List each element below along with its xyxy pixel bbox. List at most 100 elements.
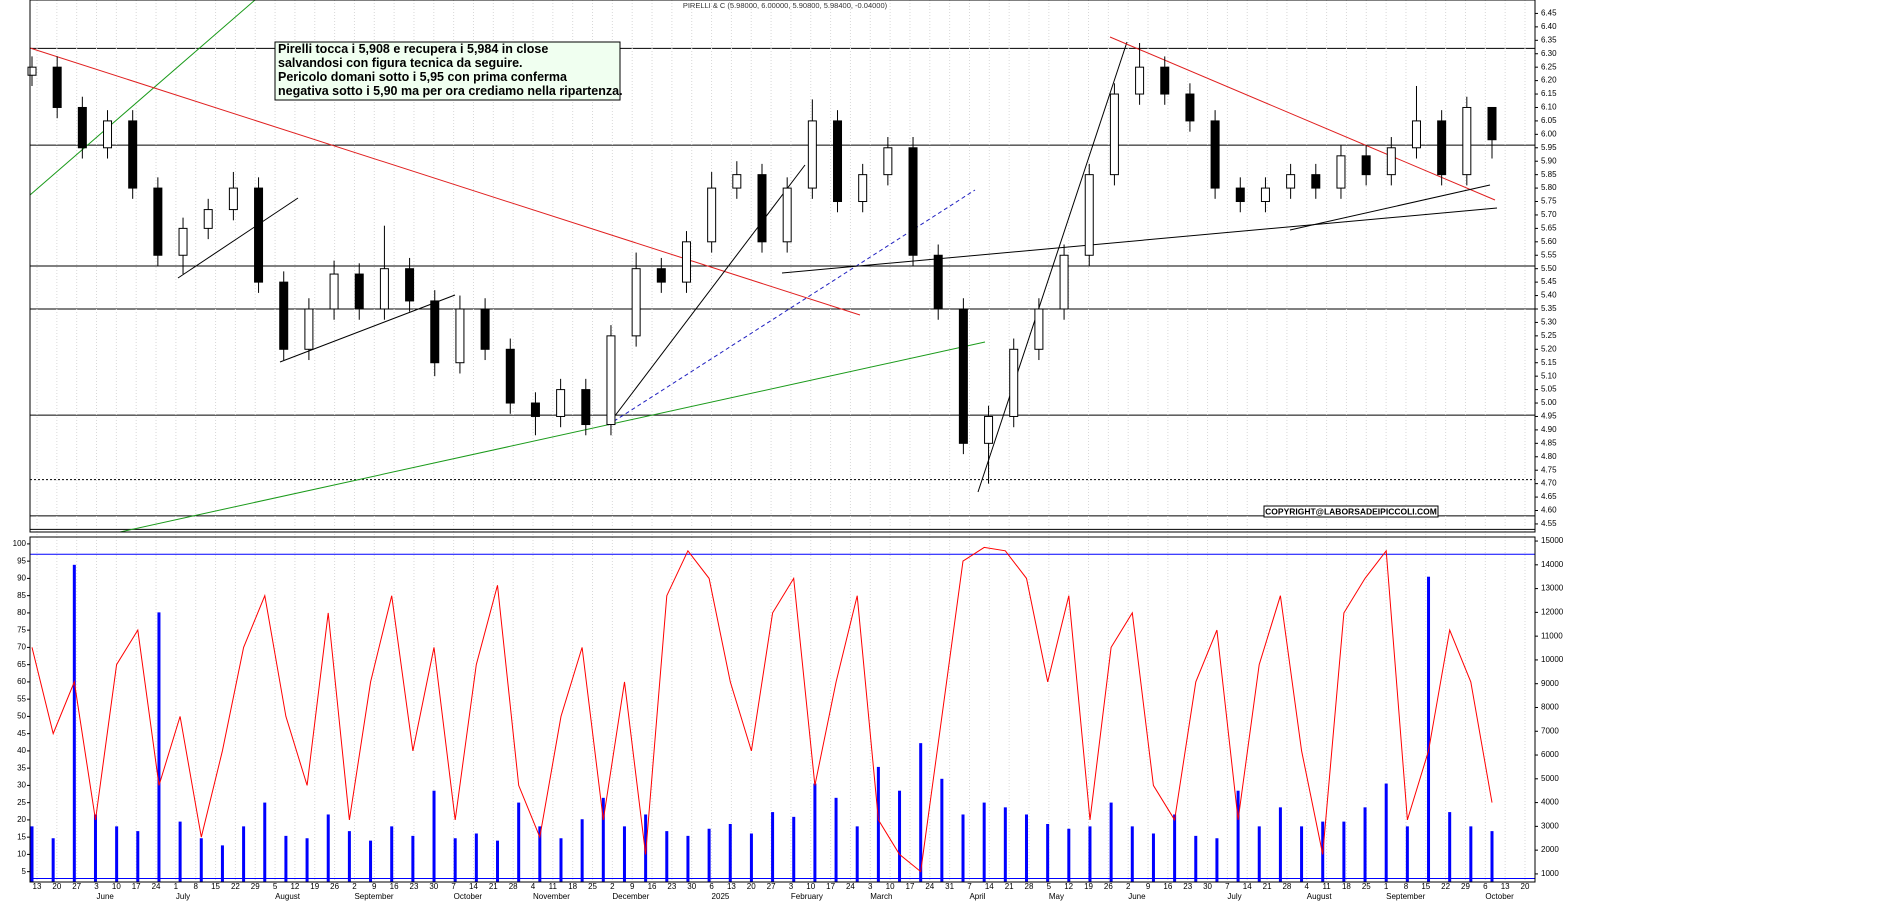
y-tick-label: 5.00: [1541, 398, 1557, 407]
volume-bar: [707, 828, 711, 882]
y-tick-label: 5.85: [1541, 170, 1557, 179]
x-tick-label: 9: [630, 882, 635, 891]
x-tick-label: 3: [94, 882, 99, 891]
candle-body: [128, 120, 138, 189]
volume-bar: [199, 838, 203, 882]
y2-tick-label: 11000: [1541, 631, 1563, 640]
x-tick-label: 9: [1146, 882, 1151, 891]
x-tick-label: 17: [132, 882, 141, 891]
candle-body: [103, 120, 113, 149]
volume-bar: [136, 831, 140, 882]
candle-body: [1235, 187, 1245, 203]
x-tick-label: 20: [747, 882, 756, 891]
x-month-label: June: [97, 892, 115, 901]
candle-body: [1059, 254, 1069, 310]
volume-bar: [1088, 826, 1092, 882]
annotation-line: salvandosi con figura tecnica da seguire…: [278, 56, 523, 70]
volume-bar: [242, 826, 246, 882]
y-tick-label: 4.60: [1541, 506, 1557, 515]
y2-tick-label: 1000: [1541, 869, 1559, 878]
volume-bar: [580, 819, 584, 882]
y-tick-label: 6.45: [1541, 9, 1557, 18]
y-tick-label: 6.10: [1541, 103, 1557, 112]
candle-body: [1034, 308, 1044, 350]
y2-tick-label: 12000: [1541, 607, 1564, 616]
x-month-label: August: [275, 892, 301, 901]
x-tick-label: 29: [251, 882, 260, 891]
volume-bar: [517, 802, 521, 882]
x-tick-label: 13: [1501, 882, 1510, 891]
x-month-label: May: [1049, 892, 1064, 901]
volume-bar: [855, 826, 859, 882]
x-tick-label: 18: [568, 882, 577, 891]
volume-bar: [1236, 790, 1240, 882]
x-tick-label: 21: [1263, 882, 1272, 891]
x-tick-label: 1: [1384, 882, 1389, 891]
annotation-line: Pirelli tocca i 5,908 e recupera i 5,984…: [278, 42, 548, 56]
candle-body: [1386, 147, 1396, 176]
y2-tick-label: 6000: [1541, 750, 1559, 759]
candle-body: [1462, 106, 1472, 176]
candle-body: [631, 268, 641, 337]
x-tick-label: 23: [1183, 882, 1192, 891]
candle-body: [1210, 120, 1220, 189]
volume-bar: [749, 833, 753, 882]
volume-bar: [93, 814, 97, 882]
x-tick-label: 7: [1225, 882, 1230, 891]
candle-body: [1411, 120, 1421, 149]
candle-body: [933, 254, 943, 310]
volume-bar: [474, 833, 478, 882]
candle-body: [178, 227, 188, 256]
candle-body: [984, 415, 994, 444]
volume-bar: [559, 838, 563, 882]
volume-bar: [961, 814, 965, 882]
candle-body: [1084, 174, 1094, 256]
x-tick-label: 19: [1084, 882, 1093, 891]
x-tick-label: 23: [410, 882, 419, 891]
candle-body: [153, 187, 163, 256]
candle-body: [556, 389, 566, 417]
y2-tick-label: 2000: [1541, 845, 1559, 854]
y-tick-label: 4.90: [1541, 425, 1557, 434]
y-tick-label: 5.95: [1541, 143, 1557, 152]
y-tick-label: 65: [17, 660, 26, 669]
y-tick-label: 6.35: [1541, 35, 1557, 44]
y-tick-label: 20: [17, 815, 26, 824]
candle-body: [52, 66, 62, 108]
candle-body: [505, 348, 515, 404]
candle-body: [1260, 187, 1270, 203]
x-tick-label: 10: [112, 882, 121, 891]
y-tick-label: 4.85: [1541, 438, 1557, 447]
volume-bar: [538, 826, 542, 882]
candle-body: [883, 147, 893, 176]
x-tick-label: 21: [1005, 882, 1014, 891]
y-tick-label: 4.65: [1541, 492, 1557, 501]
y-tick-label: 95: [17, 556, 26, 565]
y-tick-label: 55: [17, 694, 26, 703]
volume-bar: [1046, 823, 1050, 882]
x-tick-label: 18: [1342, 882, 1351, 891]
volume-bar: [919, 743, 923, 882]
frame: [29, 0, 1536, 883]
y-tick-label: 45: [17, 729, 26, 738]
y-tick-label: 50: [17, 712, 26, 721]
candle-body: [732, 174, 742, 189]
y-tick-label: 6.00: [1541, 129, 1557, 138]
volume-bar: [1151, 833, 1155, 882]
chart-title: PIRELLI & C (5.98000, 6.00000, 5.90800, …: [683, 1, 888, 10]
x-tick-label: 2: [352, 882, 357, 891]
x-month-label: July: [176, 892, 190, 901]
volume-bar: [1469, 826, 1473, 882]
x-tick-label: 4: [531, 882, 536, 891]
x-month-label: October: [1485, 892, 1514, 901]
y-tick-label: 90: [17, 574, 26, 583]
volume-bar: [30, 826, 34, 882]
volume-bar: [1173, 814, 1177, 882]
x-tick-label: 30: [1203, 882, 1212, 891]
y-tick-label: 4.75: [1541, 465, 1557, 474]
y2-tick-label: 10000: [1541, 655, 1564, 664]
candle-body: [833, 120, 843, 203]
y2-tick-label: 7000: [1541, 726, 1559, 735]
volume-bar: [982, 802, 986, 882]
candle-body: [1336, 155, 1346, 189]
